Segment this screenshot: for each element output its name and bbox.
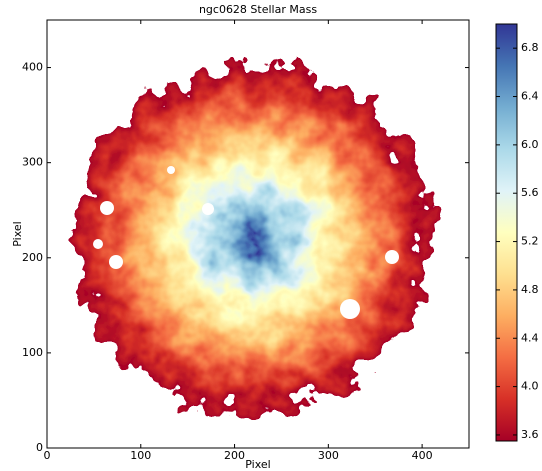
mask-hole — [385, 250, 399, 264]
x-tick-label: 400 — [412, 449, 433, 462]
mask-hole — [93, 239, 103, 249]
x-tick-label: 0 — [44, 449, 51, 462]
colorbar-tick-label: 6.4 — [521, 90, 539, 103]
chart: ngc0628 Stellar Mass Pixel Pixel 0 100 200… — [0, 0, 542, 471]
colorbar — [496, 24, 517, 441]
x-axis-label: Pixel — [245, 458, 270, 471]
colorbar-tick-label: 4.4 — [521, 331, 539, 344]
x-tick-label: 200 — [224, 449, 245, 462]
mask-hole — [167, 166, 175, 174]
galaxy-image — [74, 66, 430, 410]
colorbar-tick-label: 6.0 — [521, 138, 539, 151]
colorbar-tick-label: 6.8 — [521, 41, 539, 54]
image — [74, 66, 430, 410]
y-tick-label: 0 — [36, 441, 43, 454]
colorbar-tick-label: 3.6 — [521, 428, 539, 441]
x-tick-label: 100 — [130, 449, 151, 462]
mask-hole — [340, 299, 360, 319]
colorbar-tick-label: 5.2 — [521, 235, 539, 248]
colorbar-tick-label: 5.6 — [521, 186, 539, 199]
y-axis-label: Pixel — [11, 221, 24, 246]
mask-hole — [202, 203, 214, 215]
chart-title: ngc0628 Stellar Mass — [199, 3, 317, 16]
y-tick-label: 400 — [22, 61, 43, 74]
y-tick-label: 200 — [22, 251, 43, 264]
y-tick-label: 100 — [22, 346, 43, 359]
colorbar-tick-label: 4.0 — [521, 380, 539, 393]
mask-hole — [109, 255, 123, 269]
mask-hole — [100, 201, 114, 215]
x-tick-label: 300 — [318, 449, 339, 462]
y-tick-label: 300 — [22, 156, 43, 169]
colorbar-tick-label: 4.8 — [521, 283, 539, 296]
